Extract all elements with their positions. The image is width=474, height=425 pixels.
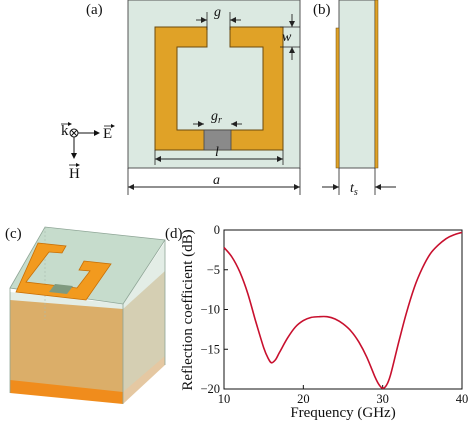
- dim-w: w: [280, 14, 300, 60]
- panel-label-c: (c): [5, 226, 22, 242]
- e-arrow-icon: [94, 130, 100, 136]
- y-tick-label: −20: [200, 382, 220, 396]
- ring-3d: [15, 242, 112, 301]
- vector-label-e: E: [103, 126, 112, 142]
- y-tick-label: 0: [214, 223, 220, 237]
- ground-plane-3d: [10, 300, 123, 404]
- unit-cell-3d-view: [9, 226, 166, 404]
- y-tick-label: −10: [200, 303, 220, 317]
- x-tick-label: 40: [456, 392, 469, 406]
- field-vector-diagram: k E H: [61, 122, 115, 182]
- dim-l: l: [154, 145, 284, 165]
- x-axis-title: Frequency (GHz): [290, 405, 395, 421]
- plot-frame: [223, 229, 463, 390]
- h-arrow-icon: [71, 153, 77, 159]
- gap-load-3d: [49, 284, 73, 294]
- reflection-curve: [223, 231, 463, 389]
- unit-cell-top-view: [127, 0, 301, 169]
- dim-gr: gr: [193, 109, 242, 127]
- dim-ts: ts: [322, 168, 396, 198]
- dim-label-g: g: [214, 5, 221, 20]
- panel-label-d: (d): [165, 226, 183, 242]
- y-tick-label: −15: [200, 342, 220, 356]
- dim-a: a: [127, 168, 301, 195]
- x-tick-label: 30: [376, 392, 389, 406]
- reflection-chart: 10 20 30 40 0 −5 −10 −15 −20 Frequency (GHz) Ref…: [180, 223, 468, 421]
- dim-label-w: w: [282, 30, 292, 45]
- dim-label-a: a: [213, 173, 220, 188]
- dim-g: g: [196, 5, 241, 30]
- dim-label-l: l: [215, 145, 219, 160]
- dim-label-ts: ts: [350, 181, 358, 198]
- resonator-side: [335, 27, 340, 169]
- substrate-box: [10, 242, 165, 392]
- x-tick-label: 20: [297, 392, 310, 406]
- unit-cell-side-view: [335, 0, 379, 169]
- dim-label-gr: gr: [211, 109, 222, 126]
- panel-label-a: (a): [86, 2, 103, 18]
- gap-load: [203, 129, 232, 151]
- vector-label-h: H: [69, 166, 80, 182]
- ground-plane-side: [374, 0, 379, 169]
- substrate-side: [338, 0, 376, 169]
- ground-plane-edge: [123, 271, 165, 404]
- panel-label-b: (b): [313, 2, 331, 18]
- axis-ticks: 10 20 30 40 0 −5 −10 −15 −20: [200, 223, 468, 406]
- y-tick-label: −5: [207, 263, 220, 277]
- x-tick-label: 10: [218, 392, 231, 406]
- vector-label-k: k: [61, 123, 69, 139]
- y-axis-title: Reflection coefficient (dB): [180, 229, 196, 390]
